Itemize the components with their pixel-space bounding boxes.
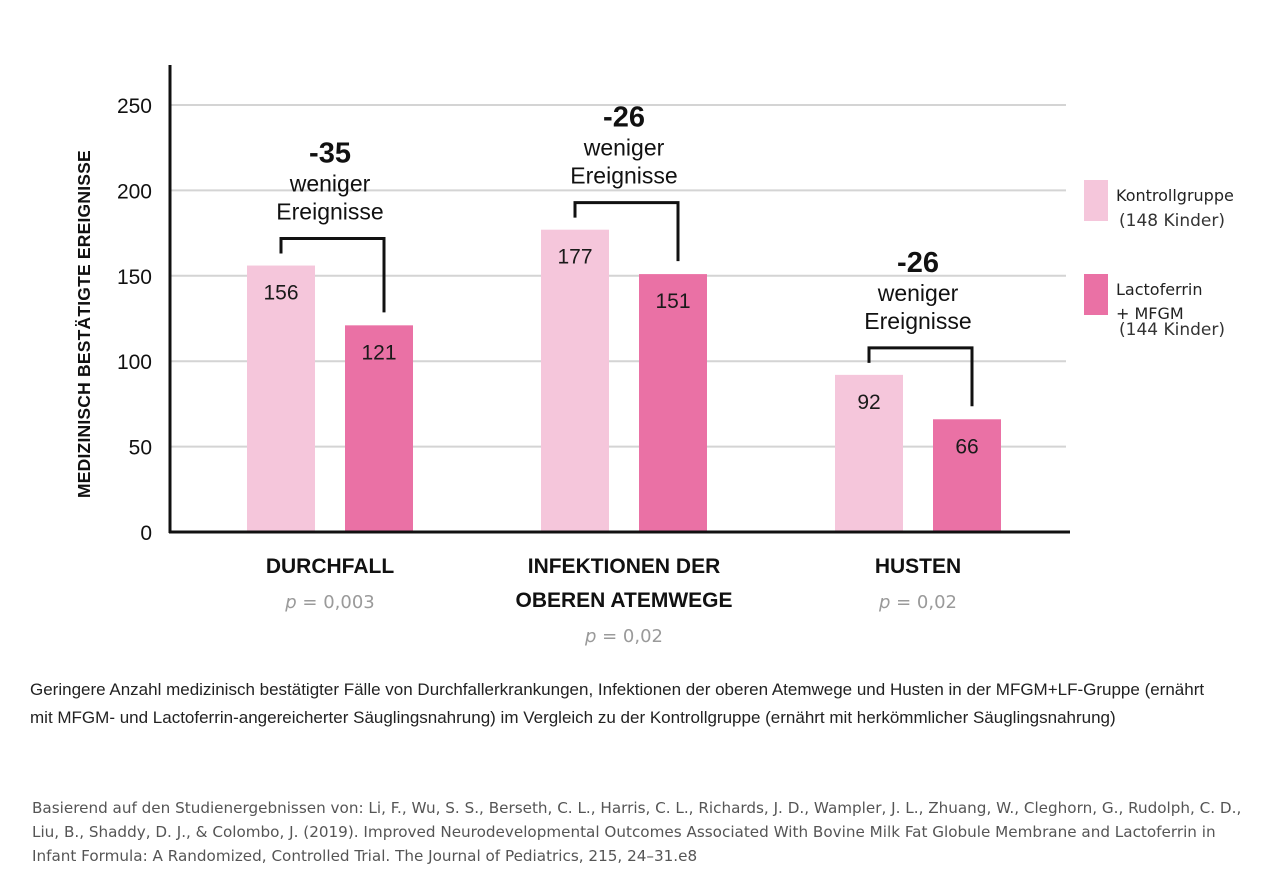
bar (541, 229, 609, 532)
p-value: p = 0,003 (285, 592, 375, 613)
bar (835, 374, 903, 532)
chart-caption: Geringere Anzahl medizinisch bestätigter… (30, 680, 1205, 727)
bar (933, 419, 1001, 532)
difference-value: -26 (603, 102, 645, 134)
bar-value-label: 121 (361, 341, 396, 364)
difference-value: -35 (309, 138, 351, 170)
legend-label-lactoferrin: Lactoferrin + MFGM (1116, 280, 1203, 323)
difference-bracket (279, 237, 386, 313)
bar-value-label: 151 (655, 290, 690, 313)
category-label: HUSTEN (874, 555, 962, 578)
bar-value-label: 177 (557, 246, 592, 269)
p-value: p = 0,02 (878, 592, 958, 613)
bar (345, 325, 413, 532)
legend-label-control: Kontrollgruppe (1116, 186, 1234, 205)
bar (639, 274, 707, 532)
y-tick-label: 100 (117, 351, 152, 374)
category-label: DURCHFALL (265, 555, 395, 578)
y-axis-label: MEDIZINISCH BESTÄTIGTE EREIGNISSE (74, 150, 94, 498)
difference-text: weniger (583, 135, 665, 161)
y-tick-label: 0 (140, 522, 152, 545)
difference-text: Ereignisse (570, 163, 677, 189)
legend-item-control: Kontrollgruppe (148 Kinder) (1084, 180, 1264, 280)
bar-value-label: 92 (857, 391, 880, 414)
legend-item-lactoferrin: Lactoferrin + MFGM (144 Kinder) (1084, 274, 1264, 374)
difference-text: Ereignisse (864, 308, 971, 334)
bar (247, 265, 315, 532)
difference-text: weniger (877, 280, 959, 306)
difference-bracket (573, 201, 680, 262)
legend-swatch-control (1084, 180, 1108, 221)
legend-swatch-lactoferrin (1084, 274, 1108, 315)
p-value: p = 0,02 (584, 626, 664, 647)
bar-value-label: 156 (263, 282, 298, 305)
legend: Kontrollgruppe (148 Kinder) Lactoferrin … (1084, 180, 1264, 374)
bar-chart: 0501001502002501561779212115166-35wenige… (117, 65, 1070, 545)
difference-bracket (867, 346, 974, 407)
difference-value: -26 (897, 247, 939, 279)
y-tick-label: 200 (117, 180, 152, 203)
category-label: INFEKTIONEN DER OBEREN ATEMWEGE (515, 555, 733, 612)
legend-sub-lactoferrin: (144 Kinder) (1119, 320, 1226, 340)
legend-sub-control: (148 Kinder) (1119, 211, 1226, 231)
difference-text: Ereignisse (276, 199, 383, 225)
bar-value-label: 66 (955, 435, 978, 458)
source-citation: Basierend auf den Studienergebnissen von… (32, 799, 1242, 865)
y-tick-label: 150 (117, 266, 152, 289)
difference-text: weniger (289, 171, 371, 197)
y-tick-label: 50 (129, 437, 152, 460)
y-tick-label: 250 (117, 95, 152, 118)
